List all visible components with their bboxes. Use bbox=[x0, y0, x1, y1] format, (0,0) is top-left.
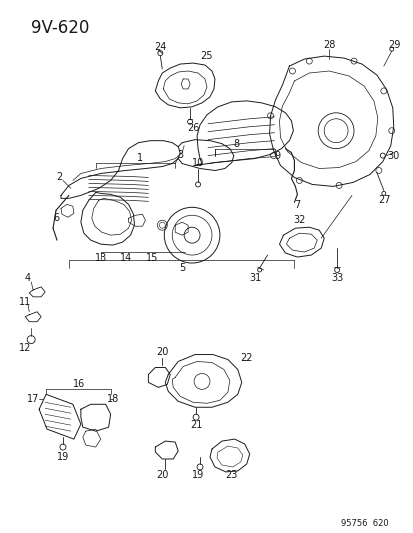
Text: 2: 2 bbox=[56, 173, 62, 182]
Text: 3: 3 bbox=[177, 150, 183, 159]
Text: 19: 19 bbox=[192, 470, 204, 480]
Text: 12: 12 bbox=[19, 343, 31, 352]
Text: 6: 6 bbox=[53, 213, 59, 223]
Text: 21: 21 bbox=[190, 420, 202, 430]
Text: 29: 29 bbox=[388, 40, 400, 50]
Text: 1: 1 bbox=[137, 152, 143, 163]
Text: 22: 22 bbox=[240, 352, 252, 362]
Text: 14: 14 bbox=[120, 253, 132, 263]
Text: 20: 20 bbox=[156, 346, 168, 357]
Text: 16: 16 bbox=[73, 379, 85, 390]
Text: 20: 20 bbox=[156, 470, 168, 480]
Text: 13: 13 bbox=[94, 253, 107, 263]
Text: 32: 32 bbox=[292, 215, 305, 225]
Text: 4: 4 bbox=[24, 273, 30, 283]
Text: 28: 28 bbox=[322, 40, 335, 50]
Text: 9: 9 bbox=[274, 151, 280, 160]
Text: 9V-620: 9V-620 bbox=[31, 19, 89, 37]
Text: 18: 18 bbox=[106, 394, 119, 405]
Text: 33: 33 bbox=[330, 273, 342, 283]
Text: 31: 31 bbox=[249, 273, 261, 283]
Text: 5: 5 bbox=[178, 263, 185, 273]
Text: 7: 7 bbox=[294, 200, 300, 211]
Text: 26: 26 bbox=[186, 123, 199, 133]
Text: 19: 19 bbox=[57, 452, 69, 462]
Text: 25: 25 bbox=[200, 51, 213, 61]
Text: 15: 15 bbox=[146, 253, 158, 263]
Text: 11: 11 bbox=[19, 297, 31, 307]
Text: 8: 8 bbox=[233, 139, 239, 149]
Text: 24: 24 bbox=[154, 42, 166, 52]
Text: 27: 27 bbox=[377, 196, 390, 205]
Text: 30: 30 bbox=[387, 151, 399, 160]
Text: 23: 23 bbox=[225, 470, 237, 480]
Text: 17: 17 bbox=[27, 394, 39, 405]
Text: 10: 10 bbox=[192, 158, 204, 167]
Text: 95756  620: 95756 620 bbox=[340, 519, 388, 528]
